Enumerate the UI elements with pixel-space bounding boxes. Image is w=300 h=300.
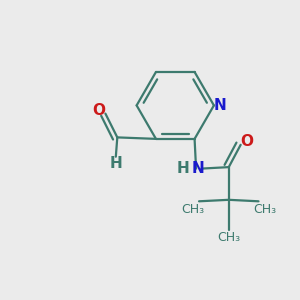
Text: N: N <box>191 161 204 176</box>
Text: O: O <box>241 134 254 149</box>
Text: N: N <box>214 98 227 113</box>
Text: CH₃: CH₃ <box>253 203 276 216</box>
Text: CH₃: CH₃ <box>182 203 205 216</box>
Text: H: H <box>176 161 189 176</box>
Text: H: H <box>110 156 122 171</box>
Text: CH₃: CH₃ <box>217 231 240 244</box>
Text: O: O <box>92 103 105 118</box>
